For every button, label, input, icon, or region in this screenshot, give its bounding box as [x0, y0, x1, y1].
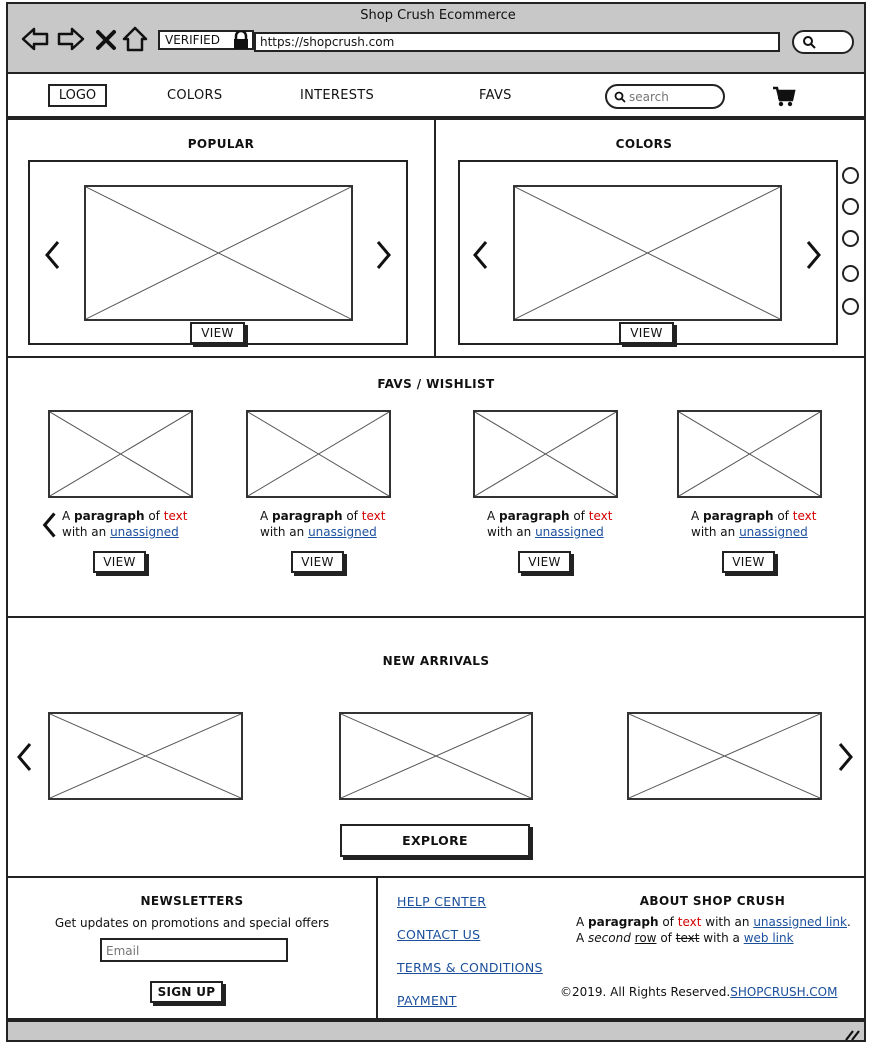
- logo[interactable]: LOGO: [48, 84, 107, 107]
- fav-description: A paragraph of text with an unassigned l…: [260, 509, 386, 539]
- back-arrow-icon[interactable]: [20, 24, 50, 54]
- about-web-link[interactable]: web link: [743, 931, 794, 945]
- verified-badge: VERIFIED: [158, 30, 254, 50]
- explore-button[interactable]: EXPLORE: [340, 824, 530, 857]
- sign-up-button[interactable]: SIGN UP: [150, 981, 223, 1003]
- status-bar: [6, 1020, 866, 1042]
- colors-prev-chevron-icon[interactable]: [470, 238, 492, 272]
- colors-view-button[interactable]: VIEW: [619, 322, 674, 344]
- window-title: Shop Crush Ecommerce: [360, 8, 516, 23]
- fav-view-button[interactable]: VIEW: [518, 551, 571, 573]
- nav-bar: [6, 74, 866, 118]
- popular-prev-chevron-icon[interactable]: [42, 238, 64, 272]
- nav-link-colors[interactable]: COLORS: [167, 88, 223, 103]
- fav-view-button[interactable]: VIEW: [291, 551, 344, 573]
- arrival-image[interactable]: [339, 712, 533, 800]
- search-icon: [803, 36, 816, 49]
- email-field[interactable]: [100, 938, 288, 962]
- fav-image[interactable]: [246, 410, 391, 498]
- fav-link[interactable]: unassigned: [535, 525, 604, 539]
- fav-image[interactable]: [677, 410, 822, 498]
- popular-view-button[interactable]: VIEW: [190, 322, 245, 344]
- popular-image[interactable]: [84, 185, 353, 321]
- about-unassigned-link[interactable]: unassigned link: [753, 915, 847, 929]
- search-input[interactable]: [629, 88, 721, 105]
- cart-icon[interactable]: [772, 86, 796, 108]
- newsletter-subtitle: Get updates on promotions and special of…: [54, 916, 330, 930]
- resize-grip-icon[interactable]: [844, 1026, 860, 1041]
- colors-pager-dot[interactable]: [842, 198, 859, 215]
- footer-links-section: [376, 876, 866, 1020]
- home-icon[interactable]: [122, 24, 148, 54]
- about-title: ABOUT SHOP CRUSH: [639, 894, 786, 908]
- search-icon: [614, 91, 626, 103]
- fav-description: A paragraph of text with an unassigned l…: [62, 509, 188, 539]
- colors-title: COLORS: [615, 137, 673, 151]
- fav-image[interactable]: [48, 410, 193, 498]
- colors-next-chevron-icon[interactable]: [802, 238, 824, 272]
- favs-title: FAVS / WISHLIST: [377, 377, 495, 391]
- copyright-link[interactable]: SHOPCRUSH.COM: [730, 985, 838, 999]
- fav-link[interactable]: unassigned: [308, 525, 377, 539]
- fav-link[interactable]: unassigned: [739, 525, 808, 539]
- arrivals-next-chevron-icon[interactable]: [834, 740, 856, 774]
- footer-link-contact-us[interactable]: CONTACT US: [397, 927, 481, 942]
- lock-icon: [232, 29, 250, 49]
- footer-link-payment[interactable]: PAYMENT: [397, 993, 457, 1008]
- newsletter-title: NEWSLETTERS: [140, 894, 244, 908]
- colors-pager-dot[interactable]: [842, 167, 859, 184]
- fav-view-button[interactable]: VIEW: [93, 551, 146, 573]
- fav-description: A paragraph of text with an unassigned l…: [487, 509, 613, 539]
- arrivals-prev-chevron-icon[interactable]: [14, 740, 36, 774]
- footer-link-terms[interactable]: TERMS & CONDITIONS: [397, 960, 543, 975]
- fav-link[interactable]: unassigned: [110, 525, 179, 539]
- browser-search-button[interactable]: [792, 30, 854, 54]
- popular-next-chevron-icon[interactable]: [372, 238, 394, 272]
- colors-image[interactable]: [513, 185, 782, 321]
- colors-pager-dot[interactable]: [842, 265, 859, 282]
- nav-link-favs[interactable]: FAVS: [479, 88, 512, 103]
- about-paragraph: A paragraph of text with an unassigned l…: [576, 915, 851, 945]
- footer-link-help-center[interactable]: HELP CENTER: [397, 894, 487, 909]
- forward-arrow-icon[interactable]: [56, 24, 86, 54]
- arrival-image[interactable]: [627, 712, 822, 800]
- nav-link-interests[interactable]: INTERESTS: [300, 88, 375, 103]
- fav-image[interactable]: [473, 410, 618, 498]
- close-icon[interactable]: [94, 24, 118, 54]
- arrival-image[interactable]: [48, 712, 243, 800]
- favs-prev-chevron-icon[interactable]: [40, 510, 60, 540]
- popular-title: POPULAR: [187, 137, 255, 151]
- fav-description: A paragraph of text with an unassigned l…: [691, 509, 817, 539]
- colors-pager-dot[interactable]: [842, 230, 859, 247]
- address-bar[interactable]: https://shopcrush.com: [254, 32, 780, 52]
- search-box[interactable]: [605, 84, 725, 109]
- colors-pager-dot[interactable]: [842, 298, 859, 315]
- new-arrivals-title: NEW ARRIVALS: [382, 654, 490, 668]
- fav-view-button[interactable]: VIEW: [722, 551, 775, 573]
- copyright: ©2019. All Rights Reserved.SHOPCRUSH.COM: [560, 985, 838, 999]
